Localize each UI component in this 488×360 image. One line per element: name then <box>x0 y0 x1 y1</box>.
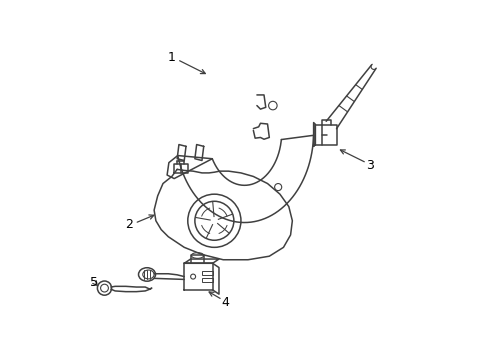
Text: 4: 4 <box>221 296 228 309</box>
Text: 2: 2 <box>125 218 133 231</box>
Text: 3: 3 <box>366 159 373 172</box>
Text: 1: 1 <box>167 51 175 64</box>
Bar <box>202 278 212 282</box>
Bar <box>202 271 212 275</box>
Text: 5: 5 <box>90 276 98 289</box>
